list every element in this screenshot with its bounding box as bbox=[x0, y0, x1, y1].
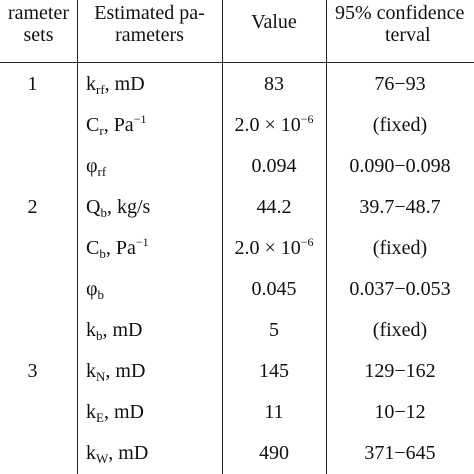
parameter-symbol: k bbox=[86, 319, 96, 341]
header-parameter-sets: rameter sets bbox=[7, 2, 70, 46]
value-exponent: −6 bbox=[300, 235, 314, 249]
parameter-unit-exponent: −1 bbox=[135, 235, 149, 249]
header-rule bbox=[0, 62, 474, 63]
parameter-subscript: E bbox=[96, 410, 104, 425]
parameter-unit: , mD bbox=[102, 319, 143, 341]
parameter-unit-exponent: −1 bbox=[133, 112, 147, 126]
parameter-symbol: Q bbox=[86, 196, 101, 218]
row-value: 145 bbox=[259, 360, 289, 382]
row-value: 0.094 bbox=[251, 155, 297, 177]
row-value: 5 bbox=[269, 319, 279, 341]
header-value: Value bbox=[251, 11, 297, 33]
parameter-subscript: rf bbox=[97, 164, 107, 179]
row-parameter: Cb, Pa−1 bbox=[86, 235, 222, 261]
value-exponent: −6 bbox=[300, 112, 314, 126]
parameter-subscript: b bbox=[100, 205, 107, 220]
row-set-number: 3 bbox=[27, 360, 38, 382]
row-confidence-interval: 129−162 bbox=[364, 360, 436, 382]
header-confidence-interval: 95% confidence terval bbox=[335, 2, 465, 46]
column-divider bbox=[77, 0, 78, 474]
column-divider bbox=[326, 0, 327, 474]
parameter-symbol: k bbox=[86, 360, 96, 382]
parameter-symbol: C bbox=[86, 114, 100, 136]
parameter-subscript: r bbox=[99, 123, 104, 138]
row-parameter: kb, mD bbox=[86, 319, 222, 343]
row-value: 2.0 × 10−6 bbox=[222, 235, 326, 259]
row-set-number: 1 bbox=[27, 73, 38, 95]
row-confidence-interval: 10−12 bbox=[374, 401, 426, 423]
parameter-subscript: b bbox=[96, 328, 103, 343]
parameter-symbol: k bbox=[86, 73, 96, 95]
row-parameter: kN, mD bbox=[86, 360, 222, 384]
parameter-unit: , mD bbox=[105, 360, 146, 382]
parameter-symbol: C bbox=[86, 237, 100, 259]
parameter-unit: , kg/s bbox=[106, 196, 151, 218]
parameter-unit: , mD bbox=[103, 401, 144, 423]
row-parameter: φrf bbox=[86, 155, 222, 179]
value-mantissa: 2.0 × 10 bbox=[234, 237, 301, 259]
parameter-symbol: φ bbox=[86, 155, 98, 177]
parameter-symbol: k bbox=[86, 442, 96, 464]
row-value: 83 bbox=[264, 73, 284, 95]
row-parameter: Qb, kg/s bbox=[86, 196, 222, 220]
row-value: 2.0 × 10−6 bbox=[222, 112, 326, 136]
row-confidence-interval: (fixed) bbox=[372, 114, 428, 136]
row-parameter: φb bbox=[86, 278, 222, 302]
row-value: 11 bbox=[264, 401, 284, 423]
row-confidence-interval: 76−93 bbox=[374, 73, 426, 95]
row-confidence-interval: 0.037−0.053 bbox=[349, 278, 451, 300]
row-value: 44.2 bbox=[256, 196, 292, 218]
parameter-subscript: W bbox=[96, 451, 109, 466]
parameter-unit: , mD bbox=[104, 73, 145, 95]
row-parameter: kE, mD bbox=[86, 401, 222, 425]
parameter-unit: , mD bbox=[108, 442, 149, 464]
parameter-symbol: φ bbox=[86, 278, 98, 300]
parameter-unit: , Pa bbox=[105, 237, 136, 259]
row-set-number: 2 bbox=[27, 196, 38, 218]
row-confidence-interval: (fixed) bbox=[372, 237, 428, 259]
row-parameter: Cr, Pa−1 bbox=[86, 112, 222, 138]
parameter-subscript: N bbox=[96, 369, 106, 384]
parameter-symbol: k bbox=[86, 401, 96, 423]
parameter-subscript: rf bbox=[96, 82, 105, 97]
row-confidence-interval: 371−645 bbox=[364, 442, 436, 464]
row-confidence-interval: 0.090−0.098 bbox=[349, 155, 451, 177]
value-mantissa: 2.0 × 10 bbox=[234, 114, 301, 136]
column-divider bbox=[222, 0, 223, 474]
header-estimated-parameters: Estimated pa- rameters bbox=[94, 2, 205, 46]
row-confidence-interval: (fixed) bbox=[372, 319, 428, 341]
row-value: 0.045 bbox=[251, 278, 297, 300]
row-parameter: kW, mD bbox=[86, 442, 222, 466]
parameter-subscript: b bbox=[99, 246, 106, 261]
row-value: 490 bbox=[259, 442, 289, 464]
parameter-subscript: b bbox=[97, 287, 105, 302]
row-parameter: krf, mD bbox=[86, 73, 222, 97]
parameter-unit: , Pa bbox=[103, 114, 134, 136]
row-confidence-interval: 39.7−48.7 bbox=[359, 196, 441, 218]
